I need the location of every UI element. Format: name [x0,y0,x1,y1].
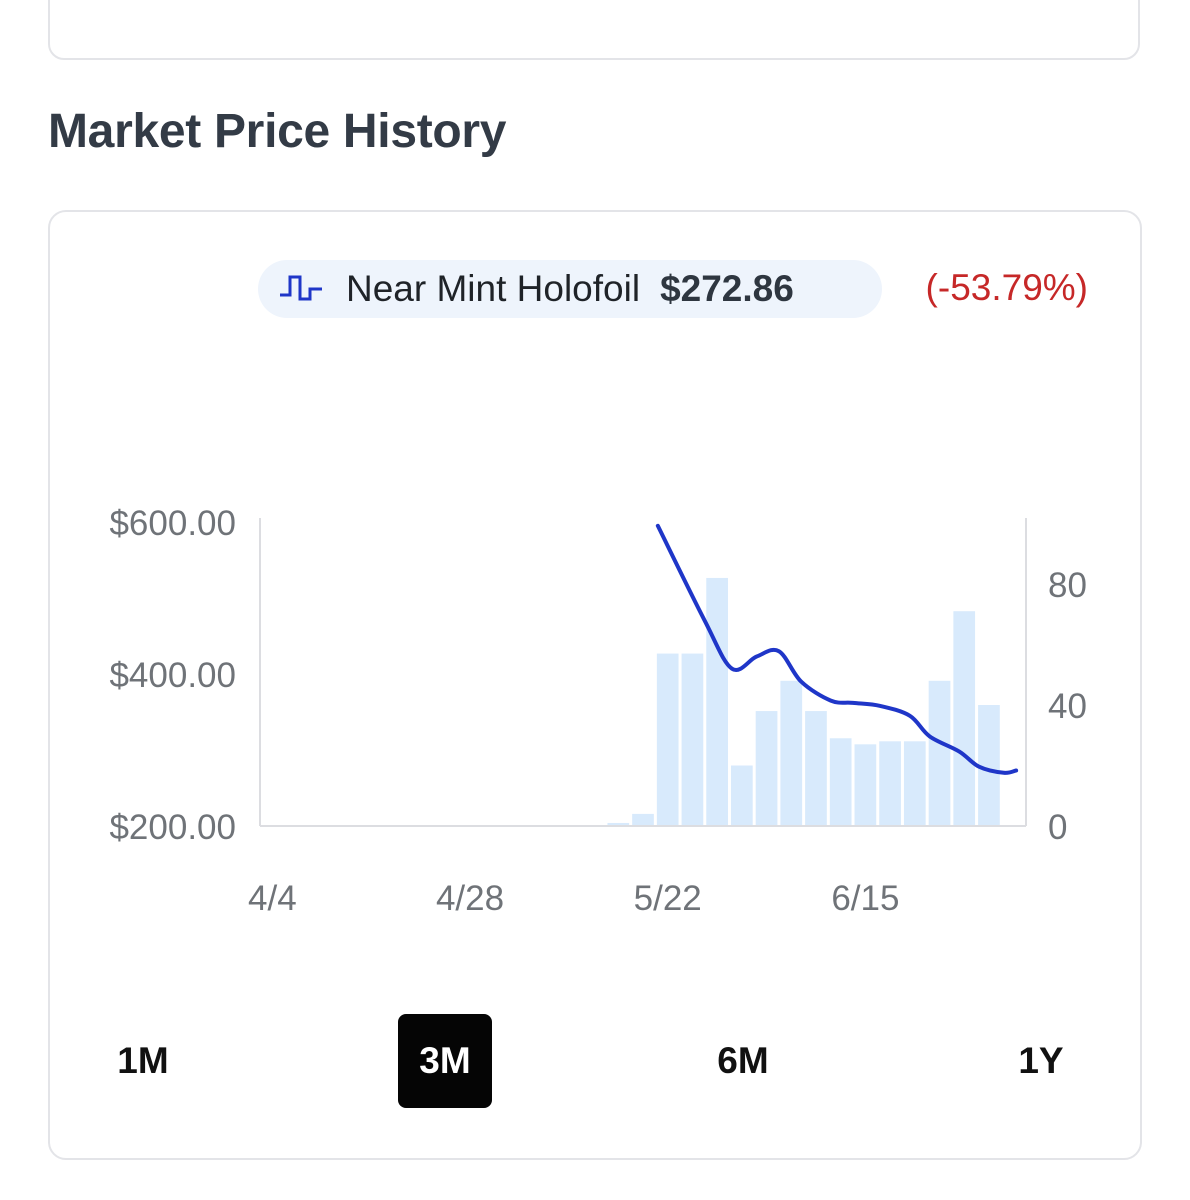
volume-bar [681,653,704,826]
x-tick-label: 4/28 [436,879,504,918]
x-tick-label: 6/15 [831,879,899,918]
price-series-line [655,523,1019,775]
volume-bar [879,741,901,826]
legend-item[interactable]: Near Mint Holofoil $272.86 [258,260,882,318]
range-button-3m[interactable]: 3M [398,1014,492,1108]
volume-bar [903,741,926,826]
axis-ticks: $200.00 $400.00 $600.00 0 40 80 4/4 4/28 5/22 6/1… [109,504,1086,918]
section-title: Market Price History [48,105,507,158]
legend-price: $272.86 [660,268,794,309]
previous-card [48,0,1140,60]
volume-bar [607,822,630,826]
step-line-icon [280,275,322,301]
x-tick-label: 4/4 [248,879,297,918]
volume-bar [805,711,827,826]
price-change: (-53.79%) [925,267,1088,308]
volume-bar [755,711,778,826]
y-right-tick-label: 0 [1048,808,1067,847]
y-left-tick-label: $600.00 [109,504,236,543]
volume-bar [854,744,877,826]
volume-bar [632,813,654,826]
volume-bar [780,680,803,826]
volume-bar [656,653,679,826]
range-button-1y[interactable]: 1Y [1018,1040,1064,1081]
volume-bar [730,765,753,826]
volume-bar [829,738,852,826]
x-tick-label: 5/22 [634,879,702,918]
y-right-tick-label: 80 [1048,566,1087,605]
range-button-1m[interactable]: 1M [117,1040,169,1081]
volume-bars [607,577,1000,826]
price-chart: $200.00 $400.00 $600.00 0 40 80 4/4 4/28 5/22 6/1… [109,504,1086,918]
volume-bar [953,611,976,826]
volume-bar [978,705,1000,826]
y-left-tick-label: $200.00 [109,808,236,847]
volume-bar [706,577,728,826]
legend-label: Near Mint Holofoil [346,268,641,309]
y-left-tick-label: $400.00 [109,656,236,695]
price-history-card [48,210,1142,1160]
y-right-tick-label: 40 [1048,687,1087,726]
range-button-6m[interactable]: 6M [717,1040,769,1081]
volume-bar [928,680,951,826]
